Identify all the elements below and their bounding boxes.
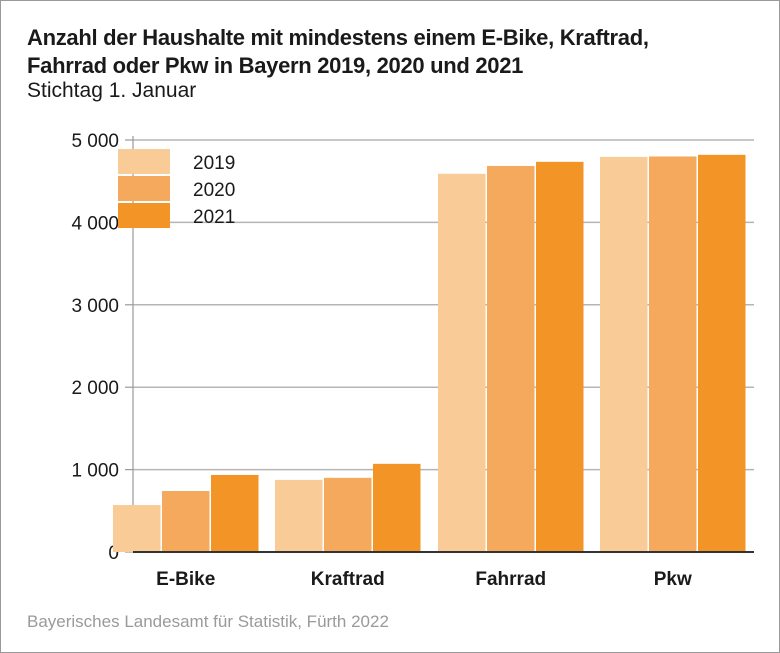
y-axis: 0 1 000 2 000 3 000 4 000 5 000 bbox=[71, 131, 134, 564]
chart-title-line-1: Anzahl der Haushalte mit mindestens eine… bbox=[27, 25, 649, 50]
bar-fahrrad-2019 bbox=[438, 173, 486, 552]
y-tick-label: 5 000 bbox=[71, 131, 119, 152]
chart-title: Anzahl der Haushalte mit mindestens eine… bbox=[27, 24, 767, 80]
bar-kraftrad-2019 bbox=[275, 479, 323, 552]
bar-e-bike-2021 bbox=[211, 474, 259, 552]
x-axis: E-Bike Kraftrad Fahrrad Pkw bbox=[133, 551, 754, 590]
bar-pkw-2019 bbox=[600, 156, 648, 552]
chart-subtitle: Stichtag 1. Januar bbox=[27, 79, 197, 102]
legend-label-2019: 2019 bbox=[193, 153, 235, 174]
bar-pkw-2020 bbox=[649, 156, 697, 553]
bar-kraftrad-2020 bbox=[324, 477, 372, 552]
bar-fahrrad-2020 bbox=[487, 165, 535, 552]
x-tick-label: Pkw bbox=[654, 569, 692, 590]
legend-label-2020: 2020 bbox=[193, 180, 235, 201]
legend-swatch-2020 bbox=[118, 176, 170, 201]
y-tick-label: 1 000 bbox=[71, 461, 119, 482]
source-note: Bayerisches Landesamt für Statistik, Für… bbox=[27, 612, 389, 631]
legend: 2019 2020 2021 bbox=[118, 149, 235, 228]
y-tick-label: 2 000 bbox=[71, 378, 119, 399]
bar-e-bike-2019 bbox=[113, 505, 161, 552]
bar-fahrrad-2021 bbox=[536, 161, 584, 552]
legend-swatch-2021 bbox=[118, 203, 170, 228]
y-tick-label: 3 000 bbox=[71, 296, 119, 317]
x-tick-label: Fahrrad bbox=[475, 569, 546, 590]
legend-swatch-2019 bbox=[118, 149, 170, 174]
legend-label-2021: 2021 bbox=[193, 207, 235, 228]
bars bbox=[113, 154, 746, 553]
y-tick-label: 0 bbox=[108, 543, 119, 564]
bar-pkw-2021 bbox=[698, 154, 746, 552]
chart-title-line-2: Fahrrad oder Pkw in Bayern 2019, 2020 un… bbox=[27, 53, 524, 78]
y-tick-label: 4 000 bbox=[71, 213, 119, 234]
x-tick-label: Kraftrad bbox=[311, 569, 385, 590]
bar-e-bike-2020 bbox=[162, 491, 210, 552]
x-tick-label: E-Bike bbox=[156, 569, 215, 590]
bar-kraftrad-2021 bbox=[373, 463, 421, 552]
